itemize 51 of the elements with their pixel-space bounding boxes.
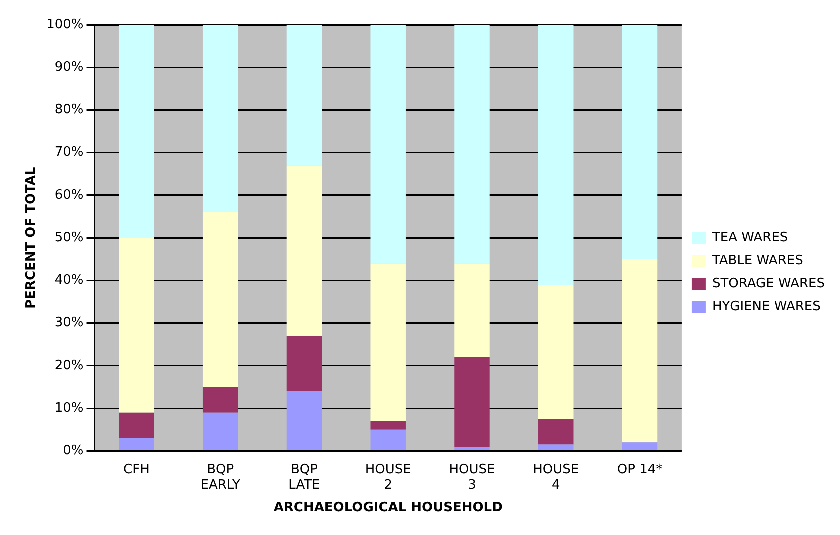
- legend-label: TEA WARES: [711, 230, 788, 246]
- bar: [286, 25, 322, 166]
- bar: [454, 25, 490, 264]
- bar: [286, 392, 322, 450]
- y-tick-label: 10%: [54, 400, 84, 416]
- bar: [370, 25, 406, 264]
- y-tick-label: 80%: [54, 102, 84, 118]
- bar: [370, 430, 406, 450]
- bar: [370, 421, 406, 430]
- bar: [202, 25, 238, 213]
- x-tick-label: BQP LATE: [288, 462, 320, 493]
- bar: [454, 264, 490, 358]
- bar: [454, 446, 490, 450]
- y-tick-label: 100%: [46, 17, 84, 32]
- bar: [370, 264, 406, 422]
- bar: [622, 25, 658, 260]
- legend-label: STORAGE WARES: [712, 276, 826, 292]
- bar: [202, 212, 238, 388]
- bar: [538, 25, 574, 285]
- y-tick-label: 50%: [54, 230, 84, 246]
- x-tick-label: OP 14*: [617, 462, 664, 478]
- bar: [454, 357, 490, 447]
- legend-label: TABLE WARES: [711, 253, 804, 268]
- bar: [119, 25, 154, 238]
- y-axis-title: PERCENT OF TOTAL: [24, 167, 40, 309]
- bar: [622, 259, 658, 443]
- x-tick-label: BQP EARLY: [200, 462, 240, 493]
- bar: [119, 412, 154, 438]
- bar: [119, 238, 154, 413]
- x-tick-label: HOUSE 2: [365, 462, 412, 493]
- y-tick-label: 40%: [54, 273, 84, 288]
- bar: [622, 442, 658, 450]
- bar: [538, 284, 574, 420]
- y-tick-label: 0%: [63, 444, 84, 459]
- y-tick-label: 20%: [54, 358, 84, 374]
- bar: [202, 387, 238, 413]
- y-tick-label: 90%: [54, 60, 84, 75]
- legend-label: HYGIENE WARES: [712, 299, 821, 314]
- bar: [119, 438, 154, 450]
- x-axis-title: ARCHAEOLOGICAL HOUSEHOLD: [274, 500, 504, 516]
- x-tick-label: HOUSE 3: [449, 462, 496, 493]
- y-tick-label: 30%: [54, 316, 84, 331]
- bar: [286, 166, 322, 336]
- bar: [538, 444, 574, 450]
- x-tick-label: CFH: [124, 462, 150, 478]
- y-tick-label: 70%: [54, 145, 84, 160]
- bar: [538, 419, 574, 445]
- x-tick-label: HOUSE 4: [533, 462, 580, 493]
- y-tick-label: 60%: [54, 188, 84, 203]
- bar: [202, 412, 238, 450]
- bar: [286, 336, 322, 392]
